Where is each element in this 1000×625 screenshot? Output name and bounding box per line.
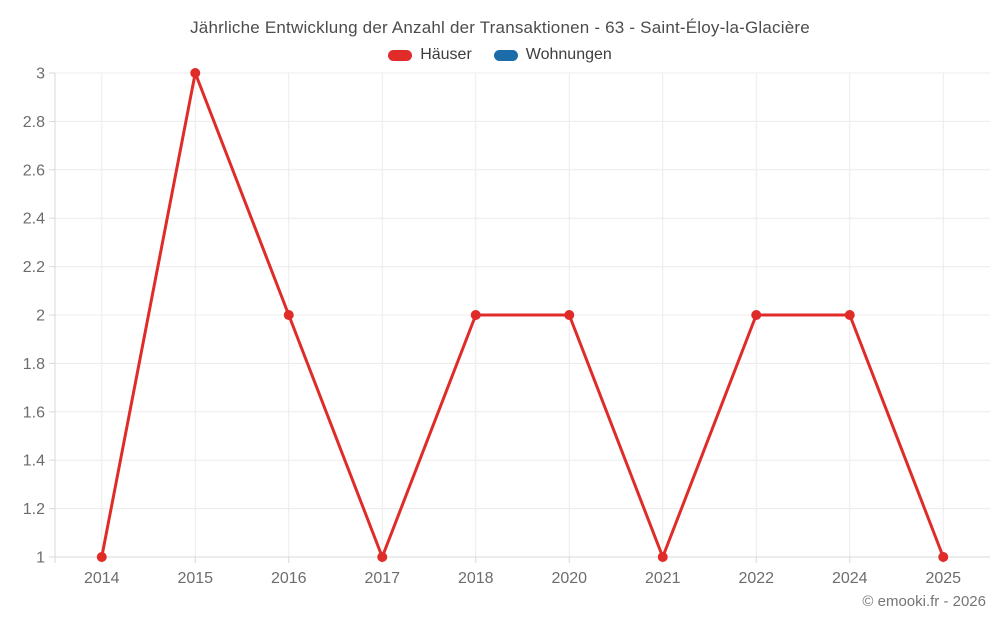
data-point-hauser-2018[interactable] (470, 310, 481, 320)
x-tick-label: 2025 (925, 570, 961, 587)
y-tick-label: 2 (36, 308, 45, 325)
x-tick-label: 2015 (177, 570, 213, 587)
y-tick-label: 2.2 (23, 259, 45, 276)
legend-item-hauser[interactable]: Häuser (388, 46, 472, 64)
data-point-hauser-2014[interactable] (96, 552, 107, 562)
x-tick-label: 2024 (832, 570, 868, 587)
data-point-hauser-2016[interactable] (283, 310, 294, 320)
x-tick-label: 2018 (458, 570, 494, 587)
y-tick-label: 1.8 (23, 356, 45, 373)
chart-title: Jährliche Entwicklung der Anzahl der Tra… (190, 18, 810, 37)
y-tick-label: 1.4 (23, 453, 45, 470)
data-point-hauser-2024[interactable] (844, 310, 855, 320)
x-tick-label: 2020 (551, 570, 587, 587)
y-tick-label: 2.4 (23, 211, 45, 228)
y-tick-label: 3 (36, 66, 45, 83)
y-tick-label: 2.6 (23, 162, 45, 179)
legend-label-wohnungen: Wohnungen (525, 46, 612, 63)
y-tick-label: 2.8 (23, 114, 45, 131)
legend-label-hauser: Häuser (420, 46, 472, 63)
x-tick-label: 2021 (645, 570, 681, 587)
x-tick-label: 2016 (271, 570, 307, 587)
data-point-hauser-2025[interactable] (938, 552, 949, 562)
y-tick-label: 1.2 (23, 501, 45, 518)
data-point-hauser-2021[interactable] (657, 552, 668, 562)
hauser-swatch-icon (388, 49, 413, 61)
y-tick-label: 1 (36, 550, 45, 567)
data-point-hauser-2022[interactable] (751, 310, 762, 320)
data-point-hauser-2017[interactable] (377, 552, 388, 562)
series-hauser-line (100, 71, 945, 559)
x-tick-label: 2022 (738, 570, 774, 587)
x-tick-label: 2014 (84, 570, 120, 587)
wohnungen-swatch-icon (493, 49, 518, 61)
legend-item-wohnungen[interactable]: Wohnungen (493, 46, 612, 64)
data-point-hauser-2015[interactable] (190, 68, 201, 78)
legend: Häuser Wohnungen (0, 46, 1000, 64)
data-point-hauser-2020[interactable] (564, 310, 575, 320)
copyright: © emooki.fr - 2026 (862, 593, 986, 610)
y-tick-label: 1.6 (23, 404, 45, 421)
x-tick-label: 2017 (364, 570, 400, 587)
